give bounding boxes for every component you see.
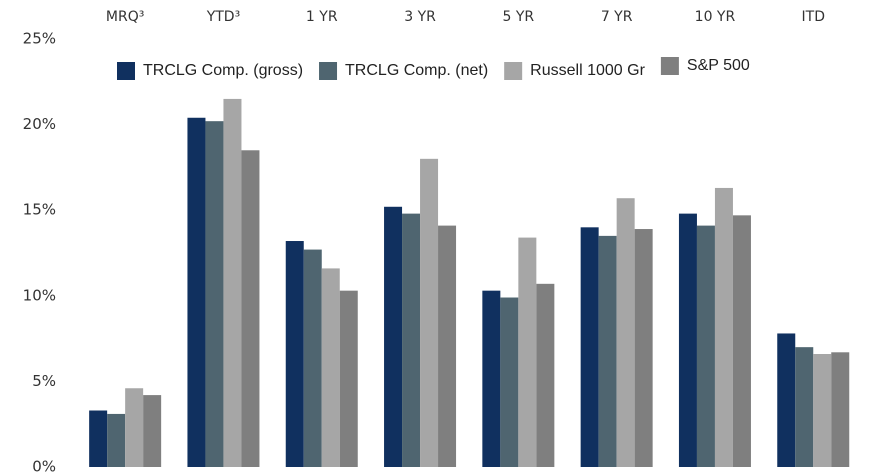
bar	[420, 158, 439, 467]
y-tick-label: 5%	[32, 372, 56, 390]
bar	[696, 225, 715, 467]
y-tick-label: 15%	[23, 201, 56, 219]
bar	[285, 241, 304, 467]
bar	[89, 410, 108, 467]
bar	[438, 225, 457, 467]
legend-swatch	[660, 57, 679, 75]
y-tick-label: 0%	[32, 458, 56, 472]
bar	[402, 213, 421, 467]
legend-swatch	[319, 62, 338, 80]
bar	[125, 388, 144, 467]
legend-label: TRCLG Comp. (net)	[345, 62, 488, 79]
bar	[777, 333, 796, 467]
legend-swatch	[504, 62, 523, 80]
bar	[580, 227, 599, 467]
legend-label: TRCLG Comp. (gross)	[143, 62, 303, 79]
legend-label: Russell 1000 Gr	[530, 62, 645, 79]
bar	[500, 297, 519, 467]
bar	[536, 283, 555, 467]
bar	[143, 395, 162, 467]
x-tick-label: 5 YR	[503, 9, 535, 25]
x-tick-label: 10 YR	[695, 9, 736, 25]
x-tick-label: 3 YR	[404, 9, 436, 25]
x-tick-label: MRQ³	[106, 9, 144, 25]
bar	[321, 268, 340, 467]
y-tick-label: 25%	[23, 30, 56, 48]
bar	[598, 235, 617, 467]
bar	[616, 198, 635, 467]
y-tick-label: 10%	[23, 286, 56, 304]
bar	[107, 413, 126, 467]
bar	[187, 117, 206, 467]
x-tick-label: YTD³	[206, 9, 241, 25]
bar	[678, 213, 697, 467]
bar	[634, 229, 653, 467]
bar	[205, 121, 224, 468]
x-tick-label: ITD	[802, 9, 825, 25]
bar	[831, 352, 850, 467]
bar	[482, 290, 501, 467]
bar	[339, 290, 358, 467]
bar	[241, 150, 260, 467]
bar	[714, 187, 733, 467]
bar	[813, 354, 832, 467]
x-tick-label: 7 YR	[601, 9, 633, 25]
bar	[223, 98, 242, 468]
bar	[384, 206, 403, 467]
x-tick-label: 1 YR	[306, 9, 338, 25]
legend-label: S&P 500	[687, 57, 750, 74]
bar	[732, 215, 751, 467]
y-tick-label: 20%	[23, 115, 56, 133]
legend-swatch	[117, 62, 135, 80]
bar	[795, 347, 814, 467]
bar	[518, 237, 537, 467]
bar	[303, 249, 322, 467]
